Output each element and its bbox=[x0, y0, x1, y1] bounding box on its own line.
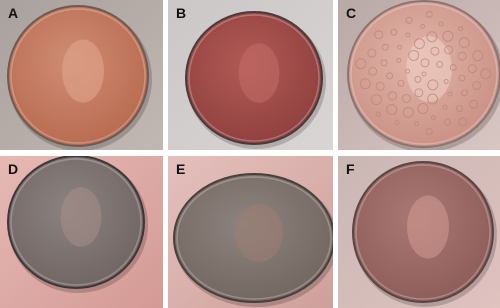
photo-panel: B bbox=[168, 0, 333, 150]
dish-photo bbox=[168, 0, 333, 150]
panel-label: C bbox=[346, 5, 357, 21]
dish-photo bbox=[0, 0, 163, 150]
panel-label: D bbox=[8, 161, 19, 177]
dish-photo bbox=[338, 156, 500, 308]
photo-panel: F bbox=[338, 156, 500, 308]
panel-label: A bbox=[8, 5, 19, 21]
panel-label: B bbox=[176, 5, 187, 21]
panel-label: E bbox=[176, 161, 186, 177]
photo-panel: E bbox=[168, 156, 333, 308]
photo-panel: C bbox=[338, 0, 500, 150]
panel-label: F bbox=[346, 161, 355, 177]
dish-photo bbox=[168, 156, 333, 308]
photo-panel: D bbox=[0, 156, 163, 308]
dish-photo bbox=[0, 156, 163, 308]
photo-panel: A bbox=[0, 0, 163, 150]
dish-photo bbox=[338, 0, 500, 150]
